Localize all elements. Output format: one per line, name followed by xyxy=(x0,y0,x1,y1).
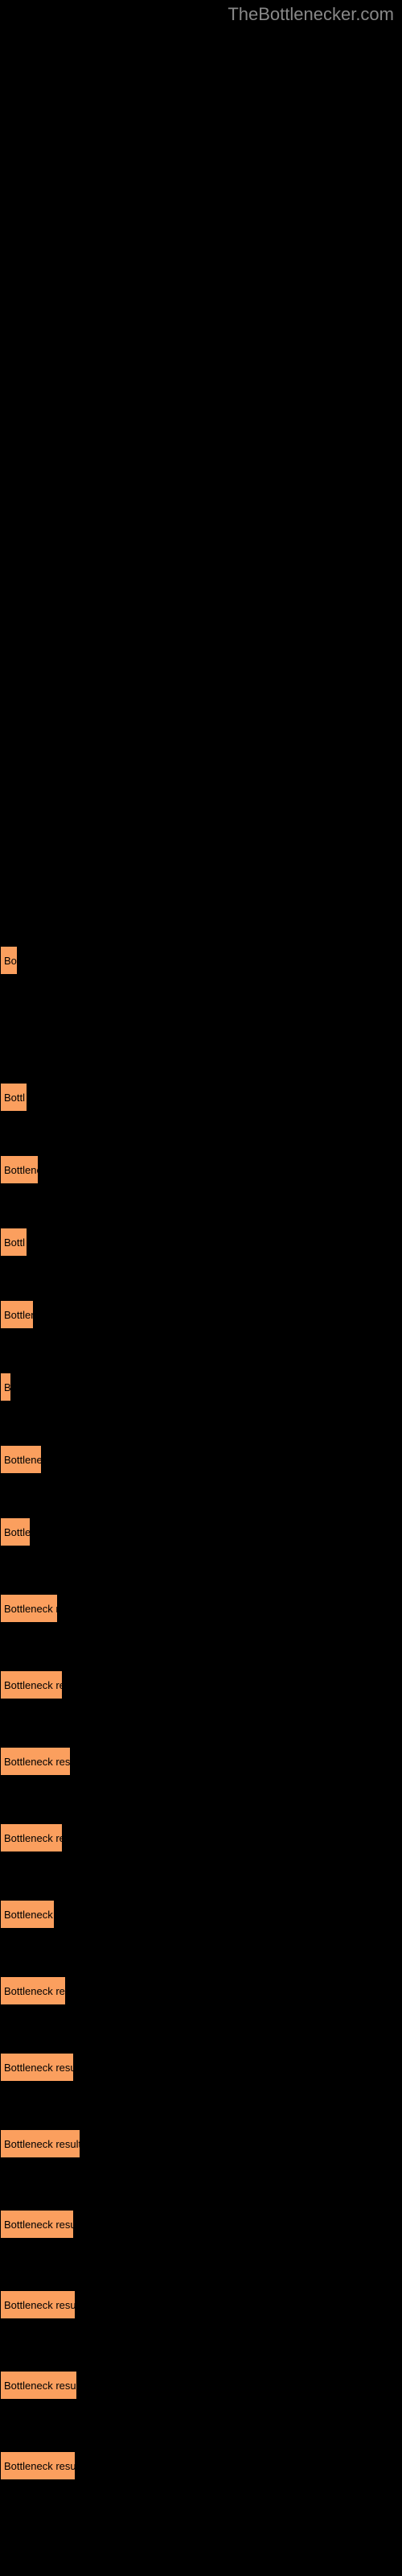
chart-bar: Bottl xyxy=(0,1228,27,1257)
chart-bar: Bottle xyxy=(0,1517,31,1546)
chart-bar: Bottleneck result xyxy=(0,2451,76,2480)
chart-bar: Bottleneck result xyxy=(0,1747,71,1776)
chart-bar: Bottlene xyxy=(0,1155,39,1184)
chart-bar: Bottleneck result xyxy=(0,2210,74,2239)
chart-bar: Bottleneck resu xyxy=(0,1976,66,2005)
chart-bar: Bottleneck result xyxy=(0,2053,74,2082)
chart-bar: Bo xyxy=(0,946,18,975)
chart-bar: Bottleneck res xyxy=(0,1670,63,1699)
chart-bar: Bottleneck res xyxy=(0,1823,63,1852)
chart-bar: Bottleneck result xyxy=(0,2290,76,2319)
chart-container: TheBottlenecker.com Bo Bottl Bottlene Bottl… xyxy=(0,0,402,2576)
chart-bar: Bottlen xyxy=(0,1300,34,1329)
watermark-text: TheBottlenecker.com xyxy=(228,4,394,25)
chart-bar: Bottleneck result. xyxy=(0,2371,77,2400)
chart-bar: Bottlenec xyxy=(0,1445,42,1474)
chart-bar: Bottleneck r xyxy=(0,1900,55,1929)
chart-bar: Bottl xyxy=(0,1083,27,1112)
chart-bar: Bottleneck re xyxy=(0,1594,58,1623)
chart-bar: B xyxy=(0,1373,11,1402)
chart-bar: Bottleneck result c xyxy=(0,2129,80,2158)
